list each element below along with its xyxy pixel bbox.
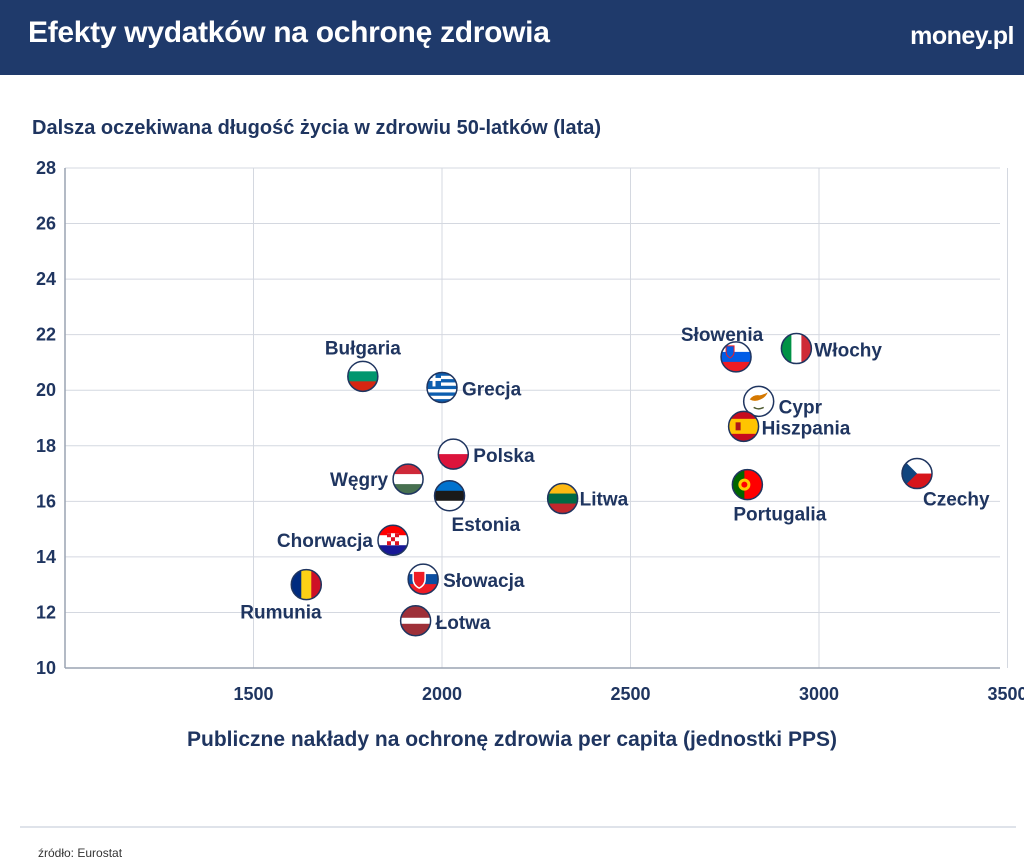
point-label-slowenia: Słowenia [681, 325, 764, 346]
point-chorwacja[interactable] [377, 524, 409, 556]
point-label-estonia: Estonia [452, 515, 521, 536]
brand-logo[interactable]: money.pl [910, 22, 1014, 50]
point-labels: SzwecjaMaltaIrlandiaSłoweniaWłochyFrancj… [240, 325, 990, 634]
y-tick-label: 18 [36, 436, 56, 456]
y-tick-label: 16 [36, 491, 56, 511]
point-litwa[interactable] [546, 482, 579, 515]
point-label-litwa: Litwa [580, 490, 629, 511]
point-polska[interactable] [437, 438, 470, 470]
header-bar: Efekty wydatków na ochronę zdrowia money… [0, 0, 1024, 75]
point-slowacja[interactable] [407, 563, 439, 595]
point-label-hiszpania: Hiszpania [762, 418, 851, 439]
x-axis-label: Publiczne nakłady na ochronę zdrowia per… [187, 728, 837, 751]
point-slowenia[interactable] [720, 341, 752, 373]
point-label-bulgaria: Bułgaria [325, 338, 401, 359]
point-estonia[interactable] [433, 480, 466, 512]
y-tick-label: 22 [36, 325, 56, 345]
point-rumunia[interactable] [290, 568, 323, 601]
y-tick-label: 26 [36, 214, 56, 234]
point-hiszpania[interactable] [727, 410, 760, 443]
source-note: źródło: Eurostat [38, 846, 123, 860]
footer-divider [20, 826, 1016, 828]
point-portugalia[interactable] [731, 468, 764, 501]
point-cypr[interactable] [742, 385, 775, 418]
point-label-rumunia: Rumunia [240, 603, 322, 624]
point-label-wegry: Węgry [330, 470, 389, 491]
y-tick-label: 20 [36, 380, 56, 400]
axes [64, 168, 1000, 669]
point-label-lotwa: Łotwa [436, 613, 491, 634]
point-lotwa[interactable] [399, 605, 432, 637]
point-label-wlochy: Włochy [814, 341, 882, 362]
point-czechy[interactable] [901, 457, 933, 490]
point-wlochy[interactable] [780, 332, 813, 365]
point-label-cypr: Cypr [779, 397, 823, 418]
point-wegry[interactable] [392, 463, 424, 495]
y-tick-label: 12 [36, 602, 56, 622]
point-label-slowacja: Słowacja [443, 571, 525, 592]
point-label-czechy: Czechy [923, 490, 990, 511]
data-points [290, 332, 933, 637]
point-bulgaria[interactable] [347, 360, 379, 393]
page-title: Efekty wydatków na ochronę zdrowia [28, 16, 550, 49]
y-tick-label: 10 [36, 658, 56, 678]
x-tick-label: 3500 [987, 684, 1024, 704]
y-axis-label: Dalsza oczekiwana długość życia w zdrowi… [32, 117, 602, 139]
point-label-chorwacja: Chorwacja [277, 531, 374, 552]
grid [65, 167, 1008, 668]
tick-labels: 10 12 14 16 18 20 22 24 26 28 1500 2000 2500 3000 3500… [36, 158, 1024, 704]
point-grecja[interactable] [426, 371, 458, 404]
point-label-grecja: Grecja [462, 379, 522, 400]
x-tick-label: 2500 [610, 684, 650, 704]
x-tick-label: 3000 [799, 684, 839, 704]
point-label-portugalia: Portugalia [733, 505, 826, 526]
y-tick-label: 24 [36, 269, 56, 289]
x-tick-label: 2000 [422, 684, 462, 704]
point-label-polska: Polska [473, 446, 535, 467]
x-tick-label: 1500 [233, 684, 273, 704]
y-tick-label: 28 [36, 158, 56, 178]
y-tick-label: 14 [36, 547, 56, 567]
